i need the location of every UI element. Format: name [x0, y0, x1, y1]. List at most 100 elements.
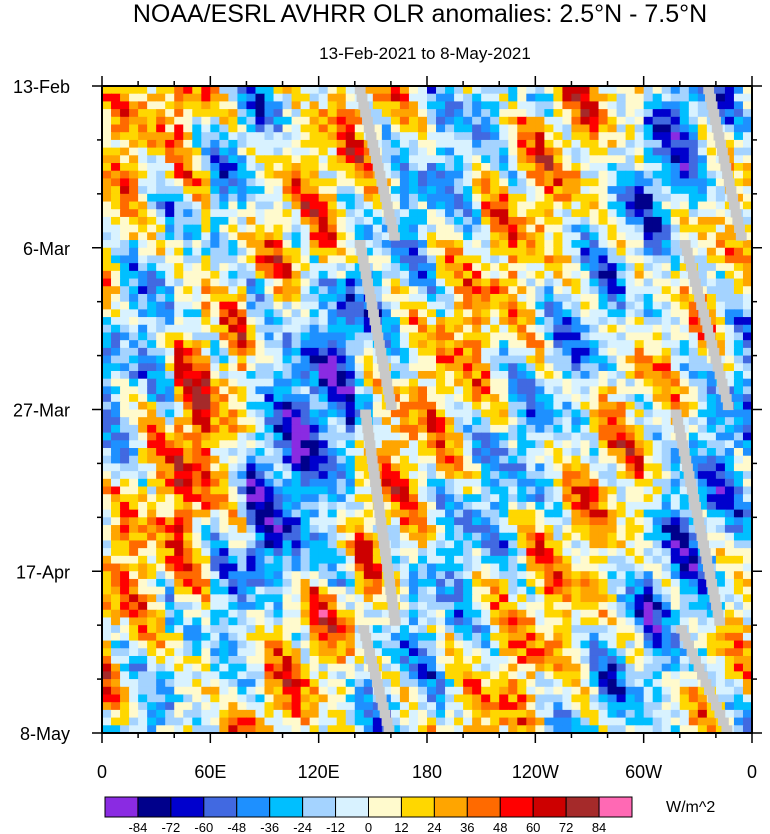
heatmap-cell: [625, 263, 636, 272]
heatmap-cell: [661, 163, 672, 172]
heatmap-cell: [517, 263, 527, 272]
heatmap-cell: [210, 317, 220, 326]
heatmap-cell: [643, 255, 654, 264]
heatmap-cell: [634, 432, 645, 441]
heatmap-cell: [652, 525, 663, 534]
heatmap-cell: [445, 594, 455, 603]
heatmap-cell: [147, 224, 157, 233]
heatmap-cell: [120, 278, 130, 287]
heatmap-cell: [724, 209, 735, 218]
heatmap-cell: [147, 286, 157, 295]
heatmap-cell: [129, 116, 139, 126]
heatmap-cell: [535, 424, 545, 434]
heatmap-cell: [571, 224, 582, 233]
heatmap-cell: [246, 286, 257, 295]
heatmap-cell: [174, 232, 184, 241]
heatmap-cell: [562, 132, 573, 141]
heatmap-cell: [120, 394, 130, 403]
heatmap-cell: [327, 525, 338, 534]
heatmap-cell: [535, 578, 545, 588]
heatmap-cell: [237, 609, 248, 619]
heatmap-cell: [463, 170, 473, 180]
heatmap-cell: [724, 509, 735, 518]
heatmap-cell: [625, 494, 636, 503]
heatmap-cell: [192, 440, 202, 449]
heatmap-cell: [300, 255, 311, 264]
heatmap-cell: [120, 209, 130, 218]
heatmap-cell: [156, 594, 166, 603]
heatmap-cell: [634, 201, 645, 210]
heatmap-cell: [138, 278, 148, 287]
heatmap-cell: [399, 424, 410, 434]
heatmap-cell: [688, 186, 699, 195]
heatmap-cell: [273, 463, 284, 472]
heatmap-cell: [454, 116, 464, 126]
heatmap-cell: [417, 132, 428, 141]
heatmap-cell: [445, 463, 455, 472]
heatmap-cell: [399, 463, 410, 472]
heatmap-cell: [643, 424, 654, 434]
heatmap-cell: [742, 548, 753, 557]
heatmap-cell: [571, 532, 582, 542]
heatmap-cell: [643, 355, 654, 364]
heatmap-cell: [679, 86, 690, 95]
heatmap-cell: [336, 409, 347, 418]
heatmap-cell: [490, 86, 500, 95]
heatmap-cell: [417, 270, 428, 280]
heatmap-cell: [399, 193, 410, 203]
heatmap-cell: [300, 209, 311, 218]
heatmap-cell: [643, 509, 654, 518]
heatmap-cell: [102, 525, 112, 534]
heatmap-cell: [616, 532, 627, 542]
heatmap-cell: [417, 86, 428, 95]
heatmap-cell: [282, 455, 293, 465]
heatmap-cell: [138, 586, 148, 595]
heatmap-cell: [192, 471, 202, 480]
heatmap-cell: [544, 309, 554, 318]
heatmap-cell: [390, 317, 401, 326]
heatmap-cell: [417, 501, 428, 511]
heatmap-cell: [138, 617, 148, 626]
heatmap-cell: [526, 139, 536, 149]
heatmap-cell: [589, 548, 600, 557]
heatmap-cell: [192, 93, 202, 102]
heatmap-cell: [427, 263, 437, 272]
heatmap-cell: [129, 602, 139, 611]
heatmap-cell: [372, 286, 383, 295]
heatmap-cell: [120, 355, 130, 364]
heatmap-cell: [408, 124, 419, 133]
heatmap-cell: [147, 124, 157, 133]
heatmap-cell: [282, 278, 293, 287]
heatmap-cell: [454, 478, 464, 488]
heatmap-cell: [129, 155, 139, 164]
heatmap-cell: [354, 286, 365, 295]
heatmap-cell: [580, 86, 591, 95]
heatmap-cell: [715, 486, 726, 495]
heatmap-cell: [318, 278, 329, 287]
heatmap-cell: [670, 555, 681, 565]
heatmap-cell: [246, 132, 257, 141]
heatmap-cell: [607, 247, 618, 257]
heatmap-cell: [499, 463, 509, 472]
heatmap-cell: [399, 478, 410, 488]
heatmap-cell: [129, 370, 139, 380]
heatmap-cell: [436, 571, 446, 580]
heatmap-cell: [255, 540, 266, 549]
heatmap-cell: [724, 293, 735, 303]
heatmap-cell: [544, 602, 554, 611]
heatmap-cell: [688, 163, 699, 172]
heatmap-cell: [706, 201, 717, 210]
heatmap-cell: [454, 440, 464, 449]
heatmap-cell: [427, 394, 437, 403]
heatmap-cell: [670, 509, 681, 518]
heatmap-cell: [472, 525, 482, 534]
heatmap-cell: [291, 186, 302, 195]
heatmap-cell: [408, 594, 419, 603]
heatmap-cell: [174, 270, 184, 280]
heatmap-cell: [111, 163, 121, 172]
heatmap-cell: [607, 209, 618, 218]
heatmap-cell: [445, 132, 455, 141]
heatmap-cell: [138, 471, 148, 480]
heatmap-cell: [625, 109, 636, 118]
heatmap-cell: [508, 448, 518, 457]
